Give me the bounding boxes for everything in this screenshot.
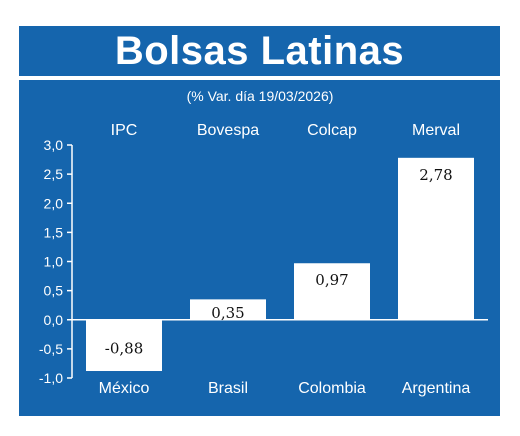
chart-title: Bolsas Latinas xyxy=(114,28,405,73)
data-label: 2,78 xyxy=(419,166,452,184)
category-label: México xyxy=(99,380,150,397)
index-label: IPC xyxy=(111,122,138,139)
y-tick-label: 0,5 xyxy=(44,283,64,299)
index-label: Bovespa xyxy=(197,122,259,139)
y-tick-label: 2,5 xyxy=(44,166,64,182)
bar xyxy=(190,299,266,320)
data-label: -0,88 xyxy=(105,339,143,357)
y-tick-label: 1,5 xyxy=(44,224,64,240)
data-label: 0,35 xyxy=(211,304,244,322)
chart-subtitle: (% Var. día 19/03/2026) xyxy=(187,88,334,104)
bar xyxy=(398,157,474,320)
y-tick-label: 1,0 xyxy=(44,254,64,270)
data-label: 0,97 xyxy=(315,271,348,289)
category-label: Argentina xyxy=(402,380,471,397)
y-tick-label: 3,0 xyxy=(44,137,64,153)
y-tick-label: 0,0 xyxy=(44,312,64,328)
index-label: Colcap xyxy=(307,122,357,139)
category-label: Colombia xyxy=(298,380,366,397)
y-tick-label: -0,5 xyxy=(39,341,63,357)
title-banner: Bolsas Latinas xyxy=(19,26,500,76)
y-tick-label: -1,0 xyxy=(39,370,63,386)
y-tick-label: 2,0 xyxy=(44,195,64,211)
bar xyxy=(86,319,162,372)
bar xyxy=(294,263,370,320)
category-label: Brasil xyxy=(208,380,248,397)
index-label: Merval xyxy=(412,122,460,139)
